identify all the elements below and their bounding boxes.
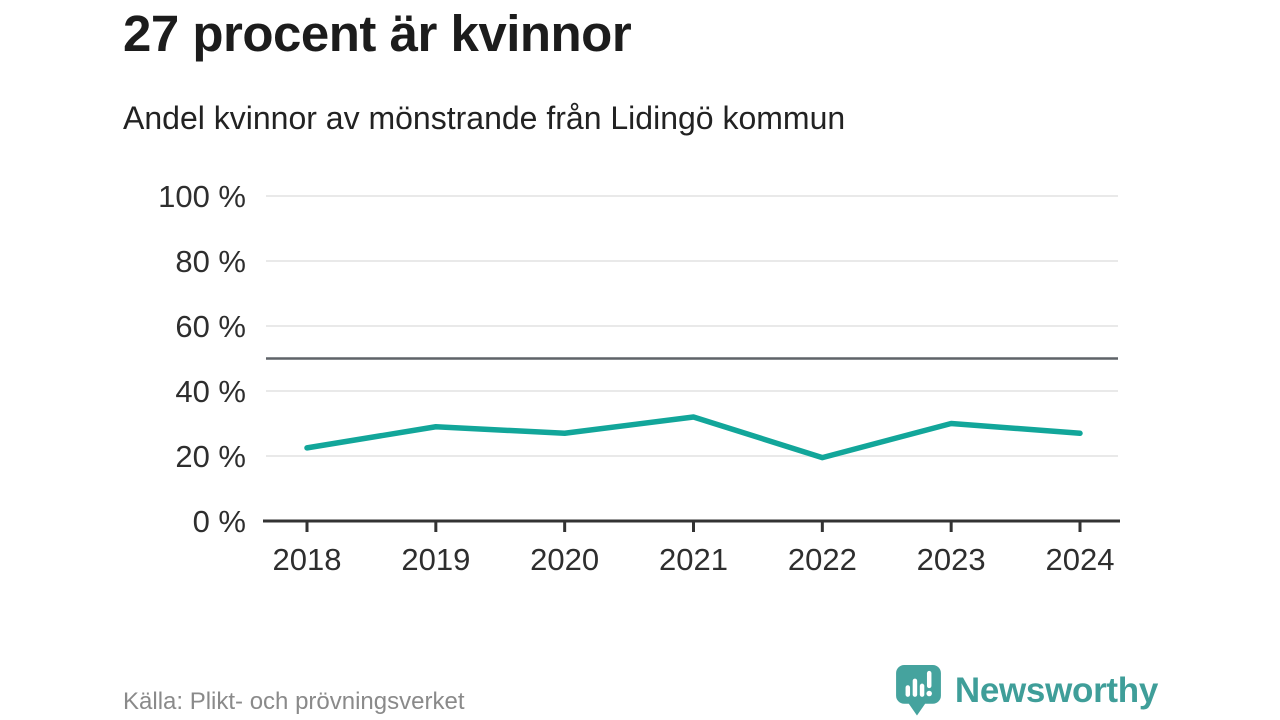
x-tick-label: 2023 (917, 542, 986, 577)
y-tick-label: 100 % (158, 179, 246, 214)
newsworthy-brand: Newsworthy (894, 664, 1158, 717)
chart-title: 27 procent är kvinnor (123, 5, 632, 62)
y-tick-label: 20 % (175, 439, 246, 474)
brand-name: Newsworthy (954, 670, 1158, 710)
source-note: Källa: Plikt- och prövningsverket (123, 688, 465, 715)
x-tick-label: 2021 (659, 542, 728, 577)
x-tick-label: 2018 (273, 542, 342, 577)
data-line (304, 414, 1083, 461)
y-tick-label: 40 % (175, 374, 246, 409)
x-tick-label: 2019 (401, 542, 470, 577)
exclamation-dot (926, 690, 932, 697)
speech-bubble-shape (895, 665, 941, 716)
x-tick-label: 2022 (788, 542, 857, 577)
y-tick-label: 80 % (175, 244, 246, 279)
x-tick-label: 2024 (1046, 542, 1115, 577)
y-tick-label: 0 % (193, 504, 246, 539)
chart-subtitle: Andel kvinnor av mönstrande från Lidingö… (123, 100, 846, 136)
x-tick-label: 2020 (530, 542, 599, 577)
bar-chart-glyph (905, 670, 932, 697)
y-tick-label: 60 % (175, 309, 246, 344)
newsworthy-logo-icon (895, 665, 941, 716)
